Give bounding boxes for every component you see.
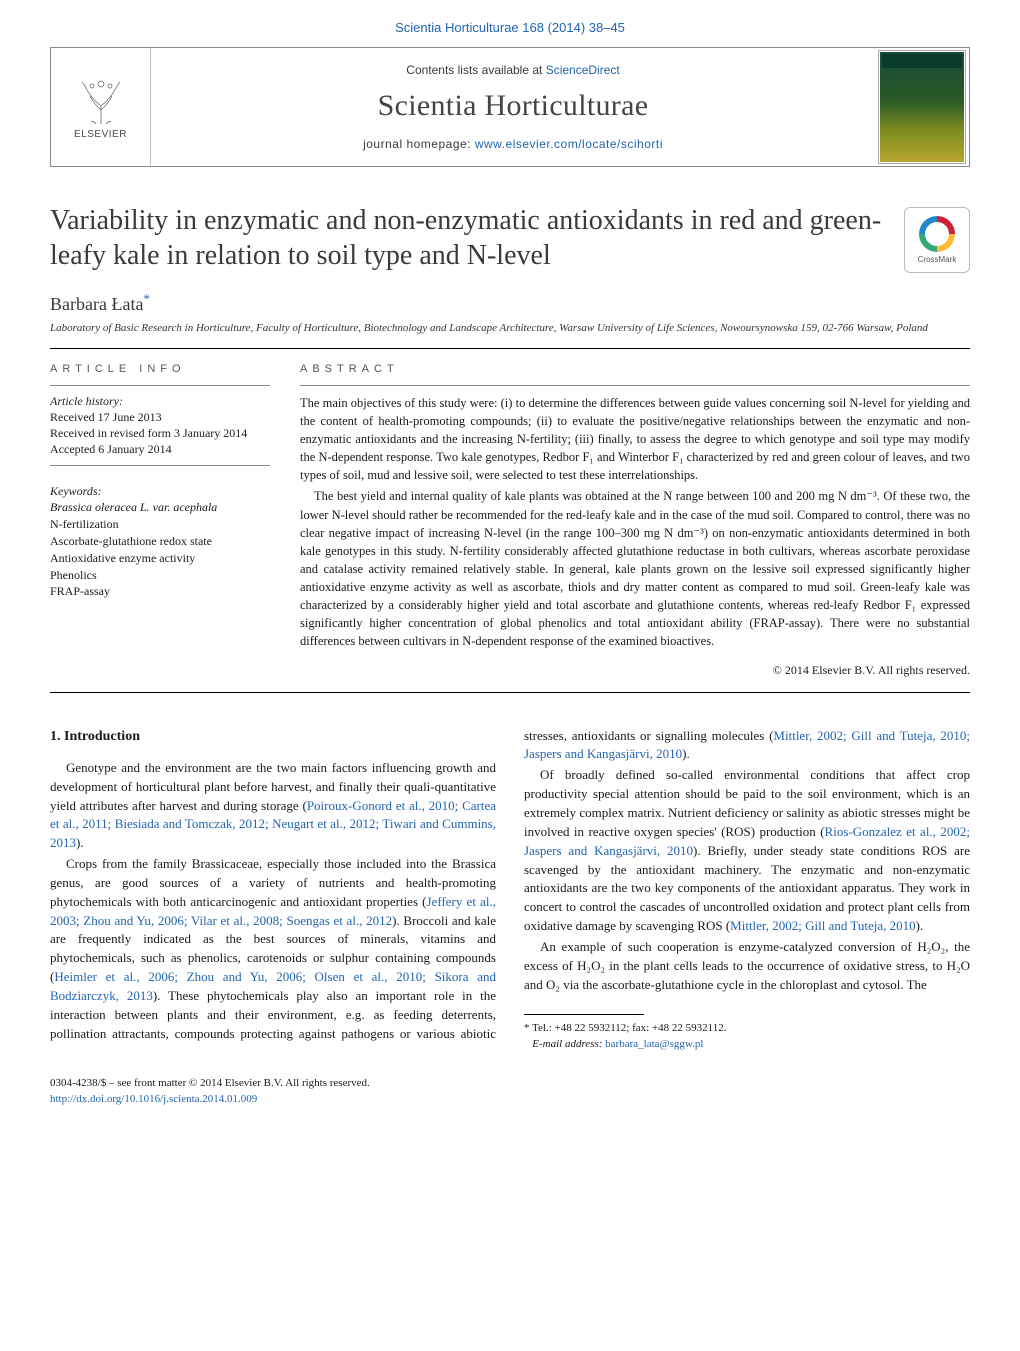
abstract-para: The best yield and internal quality of k… [300, 487, 970, 650]
elsevier-tree-icon [75, 75, 127, 127]
journal-homepage-link[interactable]: www.elsevier.com/locate/scihorti [475, 137, 663, 151]
abstract-copyright: © 2014 Elsevier B.V. All rights reserved… [300, 663, 970, 678]
affiliation: Laboratory of Basic Research in Horticul… [50, 321, 970, 336]
doi-block: 0304-4238/$ – see front matter © 2014 El… [50, 1076, 970, 1107]
author-name: Barbara Łata [50, 294, 143, 314]
publisher-name: ELSEVIER [74, 129, 127, 140]
article-info-column: article info Article history: Received 1… [50, 363, 270, 678]
contents-prefix: Contents lists available at [406, 63, 545, 77]
author-email-link[interactable]: barbara_lata@sggw.pl [605, 1038, 703, 1050]
history-revised: Received in revised form 3 January 2014 [50, 425, 270, 441]
section-heading-introduction: 1. Introduction [50, 727, 496, 747]
intro-para: Of broadly defined so-called environment… [524, 766, 970, 936]
masthead-center: Contents lists available at ScienceDirec… [151, 55, 875, 159]
corresponding-author-marker[interactable]: * [143, 291, 150, 306]
journal-masthead: ELSEVIER Contents lists available at Sci… [50, 47, 970, 167]
email-label: E-mail address: [532, 1038, 605, 1050]
keyword: Antioxidative enzyme activity [50, 550, 270, 567]
doi-link[interactable]: http://dx.doi.org/10.1016/j.scienta.2014… [50, 1093, 257, 1105]
running-citation: Scientia Horticulturae 168 (2014) 38–45 [50, 20, 970, 35]
keyword: Brassica oleracea L. var. acephala [50, 499, 270, 516]
publisher-logo: ELSEVIER [51, 48, 151, 166]
abstract-column: abstract The main objectives of this stu… [300, 363, 970, 678]
abstract-para: The main objectives of this study were: … [300, 394, 970, 485]
article-info-heading: article info [50, 363, 270, 375]
corresponding-author-footnote: * Tel.: +48 22 5932112; fax: +48 22 5932… [524, 1021, 970, 1036]
homepage-prefix: journal homepage: [363, 137, 475, 151]
abstract-heading: abstract [300, 363, 970, 375]
crossmark-label: CrossMark [918, 255, 957, 264]
keywords-label: Keywords: [50, 484, 270, 499]
footnote-separator [524, 1014, 644, 1015]
text-run: ). [682, 746, 690, 761]
keyword: Phenolics [50, 567, 270, 584]
paper-title: Variability in enzymatic and non-enzymat… [50, 203, 884, 273]
journal-homepage-line: journal homepage: www.elsevier.com/locat… [161, 137, 865, 151]
citation-link[interactable]: Mittler, 2002; Gill and Tuteja, 2010 [730, 918, 915, 933]
text-run: ). [76, 835, 84, 850]
contents-available-line: Contents lists available at ScienceDirec… [161, 63, 865, 77]
email-footnote: E-mail address: barbara_lata@sggw.pl [524, 1037, 970, 1052]
keyword: FRAP-assay [50, 583, 270, 600]
author-line: Barbara Łata* [50, 291, 970, 315]
journal-title: Scientia Horticulturae [161, 89, 865, 123]
abstract-text: The main objectives of this study were: … [300, 394, 970, 651]
history-received: Received 17 June 2013 [50, 409, 270, 425]
sciencedirect-link[interactable]: ScienceDirect [546, 63, 620, 77]
intro-para: Genotype and the environment are the two… [50, 759, 496, 853]
body-two-column: 1. Introduction Genotype and the environ… [50, 727, 970, 1053]
journal-cover-thumbnail [879, 51, 965, 163]
text-run: ). [916, 918, 924, 933]
keyword: Ascorbate-glutathione redox state [50, 533, 270, 550]
history-accepted: Accepted 6 January 2014 [50, 441, 270, 457]
keyword: N-fertilization [50, 516, 270, 533]
crossmark-icon [919, 216, 955, 252]
article-history-label: Article history: [50, 394, 270, 409]
intro-para: An example of such cooperation is enzyme… [524, 938, 970, 995]
front-matter-line: 0304-4238/$ – see front matter © 2014 El… [50, 1076, 970, 1091]
crossmark-badge[interactable]: CrossMark [904, 207, 970, 273]
footnote-block: * Tel.: +48 22 5932112; fax: +48 22 5932… [524, 1014, 970, 1052]
